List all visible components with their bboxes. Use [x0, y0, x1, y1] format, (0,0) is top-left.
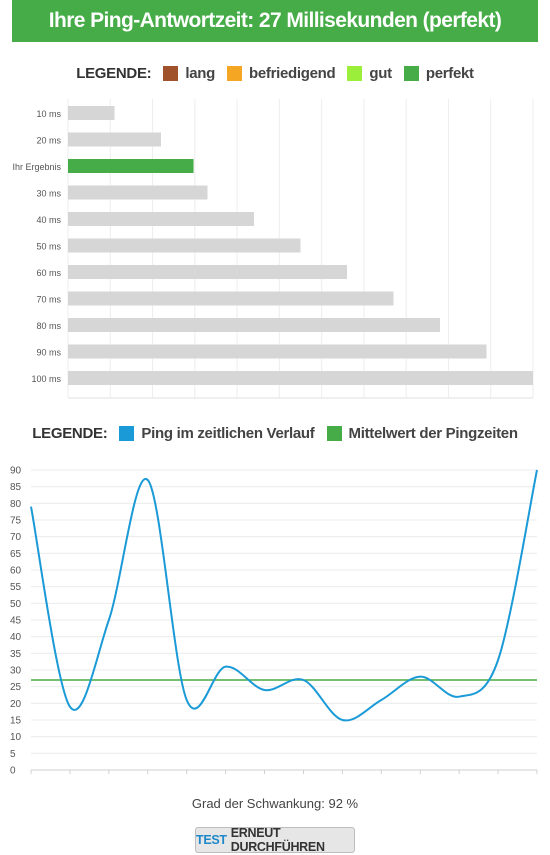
y-tick-label: 5 [10, 749, 16, 760]
line-chart-legend: LEGENDE: Ping im zeitlichen Verlauf Mitt… [0, 422, 550, 444]
bar-category-label: 20 ms [36, 136, 61, 146]
bar [68, 291, 394, 306]
y-tick-label: 65 [10, 549, 22, 560]
y-tick-label: 45 [10, 616, 22, 627]
y-tick-label: 35 [10, 649, 22, 660]
legend-swatch-perfekt [403, 65, 419, 81]
y-tick-label: 25 [10, 682, 22, 693]
legend-label-gut: gut [369, 64, 392, 82]
legend-title: LEGENDE: [76, 64, 152, 82]
bar-category-label: 60 ms [36, 268, 61, 278]
y-tick-label: 30 [10, 666, 22, 677]
bar [68, 185, 208, 200]
y-tick-label: 10 [10, 732, 22, 743]
bar-category-label: 10 ms [36, 109, 61, 119]
legend-swatch-lang [163, 65, 179, 81]
ping-history-line-chart: 0 5 10 15 20 25 30 35 40 45 50 55 60 65 70 75 80 85 90 [10, 466, 538, 777]
y-tick-label: 0 [10, 766, 16, 777]
legend-title: LEGENDE: [32, 424, 108, 442]
bar [68, 238, 301, 253]
legend-label-perfekt: perfekt [425, 64, 474, 82]
ping-result-banner: Ihre Ping-Antwortzeit: 27 Millisekunden … [12, 0, 538, 42]
y-tick-label: 80 [10, 499, 22, 510]
legend-swatch-average [326, 425, 342, 441]
bar-category-label: Ihr Ergebnis [12, 162, 61, 172]
y-tick-label: 55 [10, 582, 22, 593]
bar [68, 132, 161, 147]
bar [68, 106, 115, 120]
retest-button-label: ERNEUT DURCHFÜHREN [230, 826, 325, 854]
bar [68, 265, 347, 279]
legend-swatch-gut [347, 65, 363, 81]
bar-category-label: 30 ms [36, 189, 61, 199]
page-title: Ihre Ping-Antwortzeit: 27 Millisekunden … [48, 9, 502, 32]
legend-item-befriedigend: befriedigend [226, 64, 336, 82]
legend-label-befriedigend: befriedigend [248, 64, 336, 82]
retest-button[interactable]: TEST ERNEUT DURCHFÜHREN [195, 826, 355, 854]
bar [68, 212, 254, 226]
y-tick-label: 60 [10, 566, 22, 577]
y-tick-label: 40 [10, 632, 22, 643]
legend-item-gut: gut [347, 64, 392, 82]
line-chart-grid [31, 469, 537, 771]
y-tick-label: 15 [10, 716, 22, 727]
fluctuation-text: Grad der Schwankung: 92 % [191, 796, 359, 811]
legend-item-perfekt: perfekt [403, 64, 474, 82]
bar-category-label: 40 ms [36, 215, 61, 225]
bar-your-result [68, 159, 194, 173]
retest-button-accent: TEST [196, 833, 227, 847]
bar-chart-legend: LEGENDE: lang befriedigend gut perfekt [0, 62, 550, 84]
legend-label-average: Mittelwert der Pingzeiten [348, 424, 519, 442]
bar-category-label: 100 ms [31, 374, 61, 384]
y-tick-label: 50 [10, 599, 22, 610]
legend-item-ping-history: Ping im zeitlichen Verlauf [119, 424, 315, 442]
legend-swatch-ping-history [119, 425, 135, 441]
bar [68, 344, 487, 359]
y-tick-label: 20 [10, 699, 22, 710]
y-tick-label: 85 [10, 482, 22, 493]
legend-label-lang: lang [185, 64, 215, 82]
legend-swatch-befriedigend [226, 65, 242, 81]
bar-category-label: 80 ms [36, 321, 61, 331]
y-tick-label: 90 [10, 466, 22, 477]
bar-category-label: 50 ms [36, 242, 61, 252]
ping-comparison-bar-chart: 10 ms 20 ms Ihr Ergebnis 30 ms 40 ms 50 ms 60 … [12, 99, 534, 399]
bar-category-label: 70 ms [36, 295, 61, 305]
bar-category-label: 90 ms [36, 348, 61, 358]
legend-label-ping-history: Ping im zeitlichen Verlauf [141, 424, 315, 442]
legend-item-lang: lang [163, 65, 215, 82]
y-tick-label: 75 [10, 516, 22, 527]
ping-history-line [30, 469, 538, 722]
bar [68, 318, 440, 332]
legend-item-average: Mittelwert der Pingzeiten [326, 424, 519, 442]
bar [68, 371, 533, 385]
y-tick-label: 70 [10, 532, 22, 543]
